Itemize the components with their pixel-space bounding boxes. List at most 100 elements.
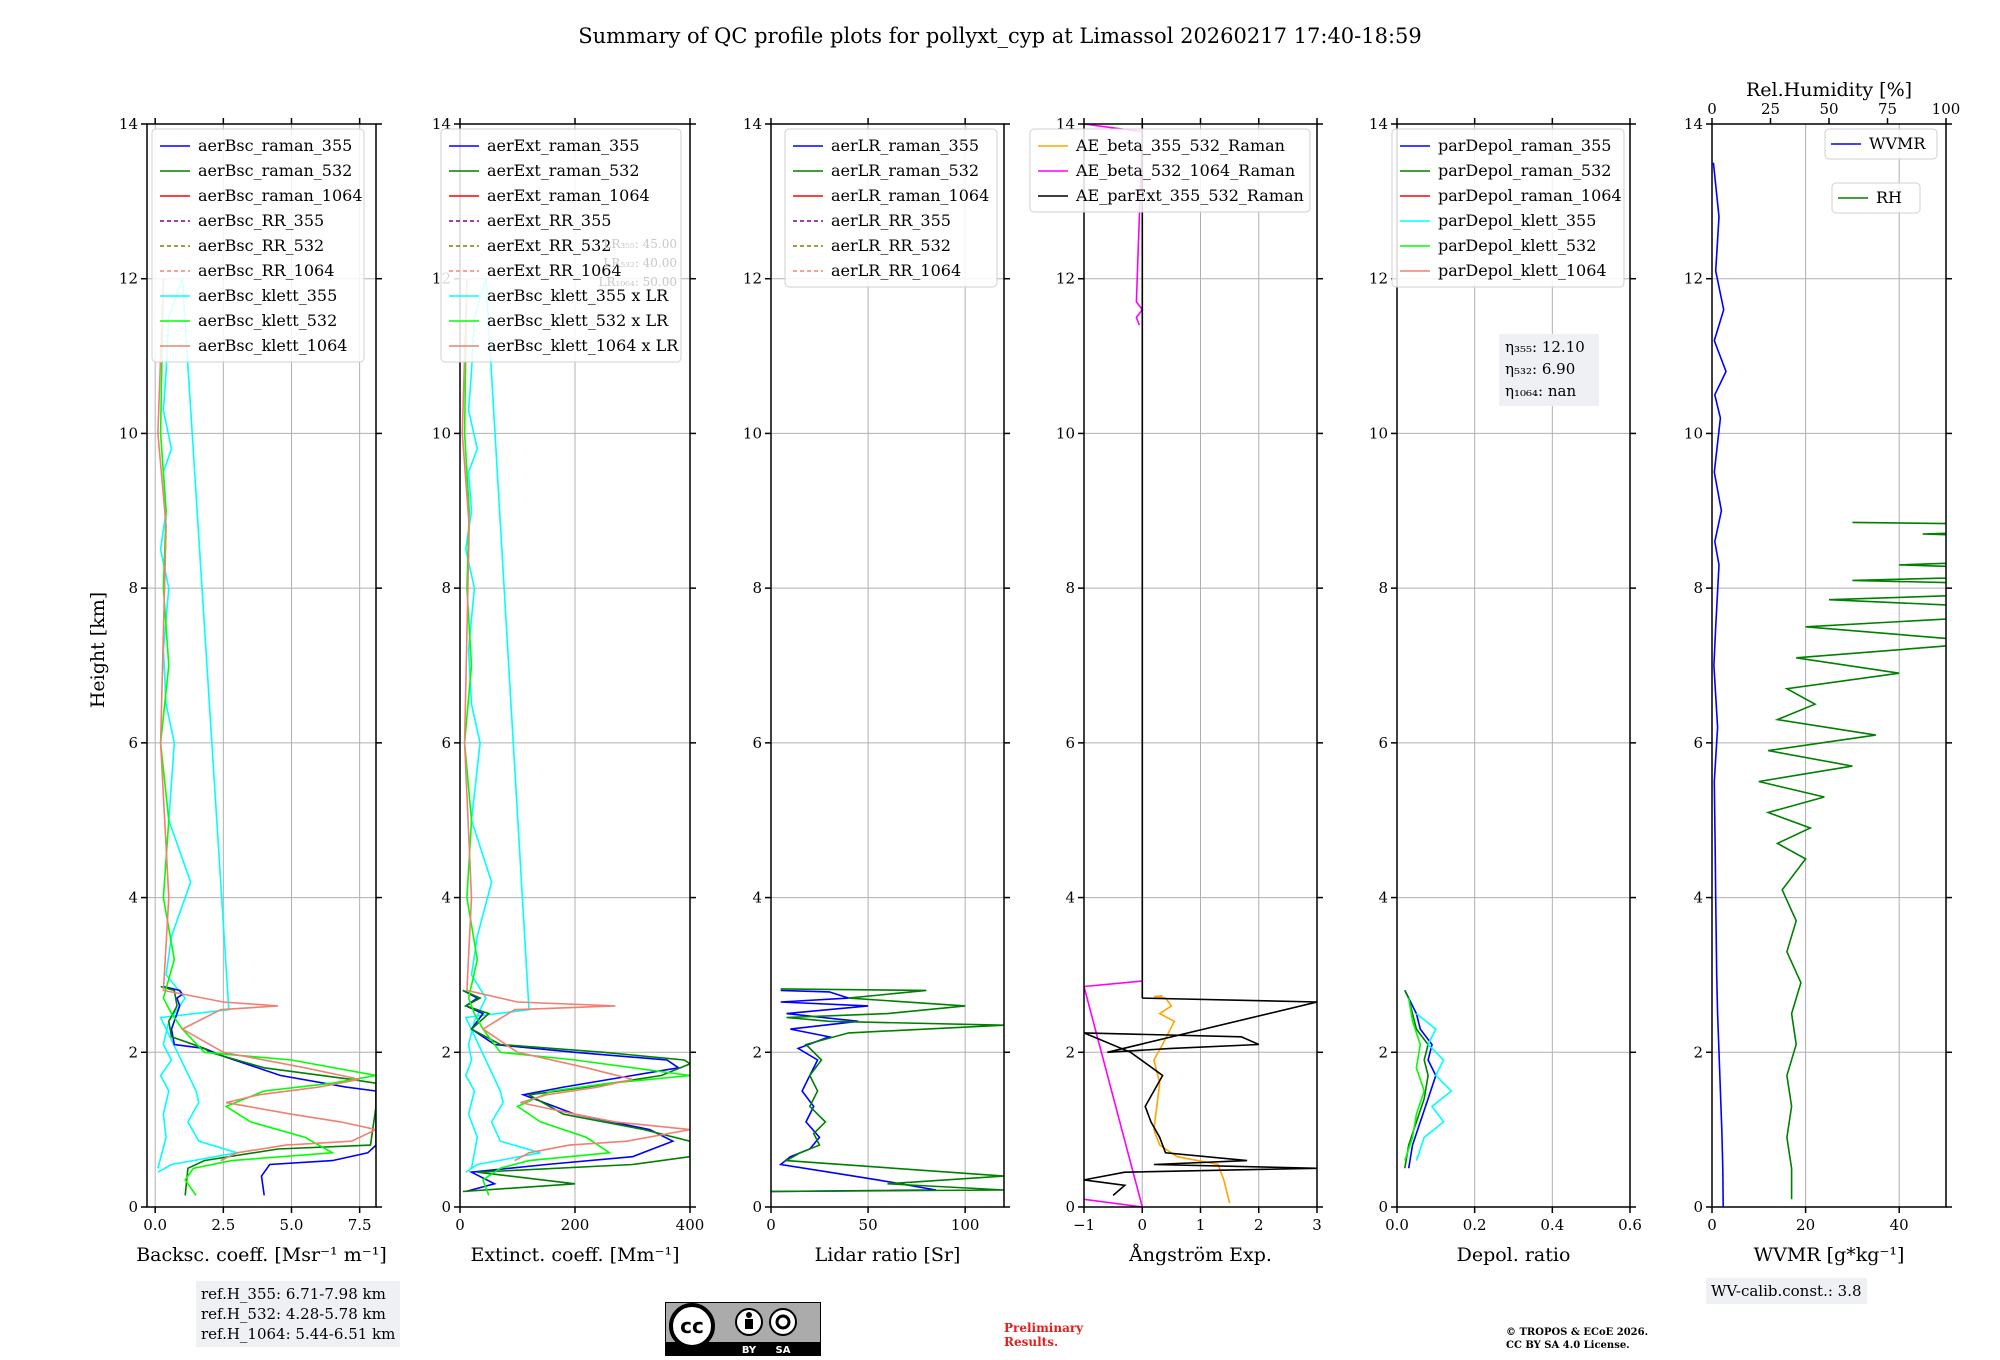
top-axis-label: Rel.Humidity [%] — [1746, 79, 1912, 101]
wv-calib-const: WV-calib.const.: 3.8 — [1711, 1282, 1862, 1300]
panel-lidar_ratio: 0 2 4 6 8 10 12 14 0 50 100 Lidar ratio [Sr] aerLR_r… — [743, 115, 1010, 1266]
legend-label: aerExt_RR_532 — [487, 236, 611, 255]
legend-label: aerBsc_klett_1064 x LR — [487, 336, 679, 355]
x-tick-label: 0.0 — [1385, 1216, 1409, 1234]
x-tick-label: 5.0 — [280, 1216, 304, 1234]
x-axis-label: Extinct. coeff. [Mm⁻¹] — [470, 1244, 679, 1266]
license-sa-label: SA — [776, 1345, 791, 1356]
y-tick-label: 6 — [441, 734, 451, 752]
legend-label: aerExt_raman_355 — [487, 136, 640, 155]
legend-label: aerExt_RR_355 — [487, 211, 611, 230]
legend-label: aerLR_raman_532 — [831, 161, 979, 180]
y-tick-label: 14 — [743, 115, 762, 133]
series-rh — [1758, 521, 1946, 1200]
y-tick-label: 0 — [128, 1198, 138, 1216]
series-aerext-raman-355 — [462, 989, 681, 1193]
preliminary-results-note: Preliminary Results. — [1004, 1321, 1084, 1349]
top-x-tick-label: 75 — [1878, 100, 1897, 118]
copyright-note: © TROPOS & ECoE 2026. CC BY SA 4.0 Licen… — [1506, 1327, 1649, 1351]
legend-label: aerBsc_raman_1064 — [198, 186, 363, 205]
legend-label: aerBsc_RR_1064 — [198, 261, 334, 280]
legend-label: aerLR_raman_355 — [831, 136, 979, 155]
legend-label: aerBsc_RR_355 — [198, 211, 324, 230]
axes-frame — [1396, 123, 1631, 1208]
x-tick-label: 7.5 — [348, 1216, 372, 1234]
legend-label: aerExt_RR_1064 — [487, 261, 622, 280]
y-tick-label: 12 — [119, 270, 138, 288]
cc-by-sa-license-logo: cc BY SA — [665, 1302, 821, 1356]
x-tick-label: 0.4 — [1540, 1216, 1564, 1234]
y-tick-label: 4 — [1693, 889, 1703, 907]
figure-title: Summary of QC profile plots for pollyxt_… — [578, 24, 1422, 48]
y-tick-label: 6 — [1378, 734, 1388, 752]
x-tick-label: 2 — [1254, 1216, 1264, 1234]
legend-box — [1391, 128, 1625, 288]
reference-height-info: ref.H_355: 6.71-7.98 km ref.H_532: 4.28-… — [196, 1281, 401, 1347]
y-tick-label: 4 — [128, 889, 138, 907]
x-tick-label: −1 — [1073, 1216, 1095, 1234]
series-aerbsc-klett-1064-x-lr — [461, 278, 690, 1162]
svg-text:cc: cc — [680, 1314, 704, 1338]
series-aerbsc-klett-532 — [159, 278, 376, 1196]
legend-label: aerLR_raman_1064 — [831, 186, 989, 205]
x-tick-label: 2.5 — [211, 1216, 235, 1234]
y-tick-label: 2 — [128, 1043, 138, 1061]
y-tick-label: 14 — [1684, 115, 1703, 133]
legend-label: AE_parExt_355_532_Raman — [1075, 186, 1304, 205]
legend-label: aerBsc_raman_532 — [198, 161, 352, 180]
lidar-ratio-info: LR₁₀₆₄: 50.00 — [599, 275, 677, 289]
panel-depol: 0 2 4 6 8 10 12 14 0.0 0.2 0.4 0.6 Depol. ratio parDe… — [1369, 115, 1642, 1266]
legend-label: parDepol_raman_532 — [1438, 161, 1611, 180]
legend-label: aerLR_RR_532 — [831, 236, 951, 255]
y-tick-label: 0 — [1378, 1198, 1388, 1216]
x-tick-label: 1 — [1196, 1216, 1206, 1234]
license-by-label: BY — [742, 1345, 757, 1356]
y-tick-label: 10 — [432, 424, 451, 442]
x-tick-label: 50 — [859, 1216, 878, 1234]
top-x-tick-label: 100 — [1932, 100, 1961, 118]
axes-frame — [146, 123, 377, 1208]
y-tick-label: 0 — [1065, 1198, 1075, 1216]
x-axis-label: Backsc. coeff. [Msr⁻¹ m⁻¹] — [136, 1244, 387, 1266]
x-tick-label: 100 — [951, 1216, 980, 1234]
legend-label: aerBsc_klett_532 x LR — [487, 311, 669, 330]
legend-label: aerExt_raman_1064 — [487, 186, 650, 205]
y-tick-label: 12 — [1056, 270, 1075, 288]
y-tick-label: 2 — [1065, 1043, 1075, 1061]
lidar-ratio-info: LR₅₃₂: 40.00 — [603, 256, 677, 270]
legend-label: parDepol_raman_1064 — [1438, 186, 1622, 205]
x-axis-label: Ångström Exp. — [1128, 1244, 1272, 1266]
y-tick-label: 14 — [1369, 115, 1388, 133]
y-tick-label: 4 — [1378, 889, 1388, 907]
y-tick-label: 10 — [119, 424, 138, 442]
series-ae-parext-355-532-raman — [1084, 997, 1317, 1197]
legend-label: aerBsc_raman_355 — [198, 136, 352, 155]
legend-label: parDepol_raman_355 — [1438, 136, 1611, 155]
y-tick-label: 10 — [1056, 424, 1075, 442]
x-axis-label: Lidar ratio [Sr] — [815, 1244, 961, 1266]
ref-h-1064: ref.H_1064: 5.44-6.51 km — [201, 1325, 396, 1343]
top-x-tick-label: 25 — [1761, 100, 1780, 118]
y-tick-label: 8 — [1065, 579, 1075, 597]
y-tick-label: 8 — [1693, 579, 1703, 597]
legend-label: parDepol_klett_1064 — [1438, 261, 1607, 280]
legend-label: AE_beta_532_1064_Raman — [1075, 161, 1295, 180]
series-wvmr — [1712, 162, 1727, 1207]
panel-backscatter: 0 2 4 6 8 10 12 14 0.0 2.5 5.0 7.5 Backsc. coeff. [M… — [119, 115, 387, 1266]
legend-label: parDepol_klett_355 — [1438, 211, 1596, 230]
legend-label: RH — [1876, 188, 1902, 207]
eta-info-line: η₃₅₅: 12.10 — [1505, 338, 1585, 356]
wv-calibration-info: WV-calib.const.: 3.8 — [1706, 1278, 1867, 1304]
y-tick-label: 6 — [128, 734, 138, 752]
x-axis-label: WVMR [g*kg⁻¹] — [1754, 1244, 1905, 1266]
series-aerbsc-raman-532 — [160, 985, 376, 1196]
series-aerbsc-klett-355-x-lr — [464, 278, 541, 1173]
series-group — [1712, 162, 1946, 1207]
y-tick-label: 10 — [1684, 424, 1703, 442]
y-tick-label: 0 — [1693, 1198, 1703, 1216]
y-tick-label: 8 — [1378, 579, 1388, 597]
legend-label: aerLR_RR_355 — [831, 211, 951, 230]
